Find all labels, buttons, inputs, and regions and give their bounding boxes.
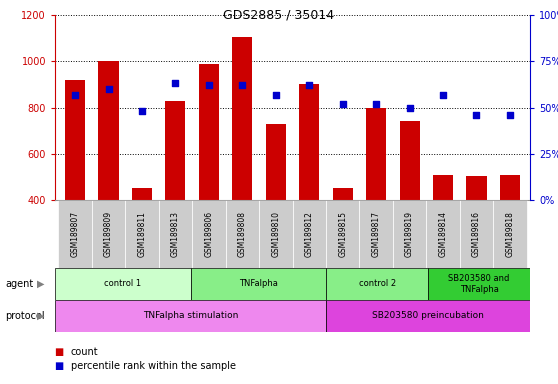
Bar xyxy=(199,64,219,200)
Bar xyxy=(359,200,393,268)
Text: GDS2885 / 35014: GDS2885 / 35014 xyxy=(223,8,335,21)
Text: GSM189814: GSM189814 xyxy=(439,211,448,257)
Text: GSM189809: GSM189809 xyxy=(104,211,113,257)
Text: count: count xyxy=(71,347,98,357)
Bar xyxy=(92,200,125,268)
Point xyxy=(171,80,180,86)
Bar xyxy=(55,268,191,300)
Text: TNFalpha stimulation: TNFalpha stimulation xyxy=(143,311,238,321)
Text: ▶: ▶ xyxy=(37,311,45,321)
Text: GSM189815: GSM189815 xyxy=(338,211,347,257)
Text: control 2: control 2 xyxy=(359,280,396,288)
Text: GSM189813: GSM189813 xyxy=(171,211,180,257)
Text: GSM189818: GSM189818 xyxy=(506,211,514,257)
Text: ▶: ▶ xyxy=(37,279,45,289)
Text: ■: ■ xyxy=(55,347,68,357)
Bar xyxy=(191,268,326,300)
Bar xyxy=(59,200,92,268)
Bar xyxy=(65,80,85,200)
Bar xyxy=(500,175,520,200)
Bar xyxy=(400,121,420,200)
Point xyxy=(71,91,80,98)
Text: GSM189808: GSM189808 xyxy=(238,211,247,257)
Bar xyxy=(393,200,426,268)
Bar xyxy=(55,300,326,332)
Bar xyxy=(266,124,286,200)
Point xyxy=(305,82,314,88)
Point xyxy=(137,108,146,114)
Text: percentile rank within the sample: percentile rank within the sample xyxy=(71,361,235,371)
Text: GSM189810: GSM189810 xyxy=(271,211,280,257)
Bar xyxy=(493,200,527,268)
Text: SB203580 preincubation: SB203580 preincubation xyxy=(372,311,484,321)
Text: SB203580 and
TNFalpha: SB203580 and TNFalpha xyxy=(449,274,510,294)
Text: protocol: protocol xyxy=(6,311,45,321)
Bar xyxy=(366,108,386,200)
Text: agent: agent xyxy=(6,279,34,289)
Point xyxy=(204,82,213,88)
Text: ■: ■ xyxy=(55,361,68,371)
Point xyxy=(104,86,113,92)
Bar xyxy=(428,268,530,300)
Bar xyxy=(433,175,453,200)
Point xyxy=(338,101,347,107)
Point xyxy=(405,104,414,111)
Point xyxy=(472,112,481,118)
Bar xyxy=(326,268,428,300)
Bar xyxy=(232,37,252,200)
Text: TNFalpha: TNFalpha xyxy=(239,280,278,288)
Bar xyxy=(426,200,460,268)
Text: GSM189817: GSM189817 xyxy=(372,211,381,257)
Text: GSM189816: GSM189816 xyxy=(472,211,481,257)
Text: control 1: control 1 xyxy=(104,280,141,288)
Text: GSM189811: GSM189811 xyxy=(137,211,146,257)
Text: GSM189807: GSM189807 xyxy=(70,211,80,257)
Bar xyxy=(466,176,487,200)
Bar xyxy=(299,84,319,200)
Bar xyxy=(132,189,152,200)
Bar xyxy=(192,200,225,268)
Bar xyxy=(333,189,353,200)
Text: GSM189812: GSM189812 xyxy=(305,211,314,257)
Point xyxy=(506,112,514,118)
Bar xyxy=(225,200,259,268)
Bar xyxy=(165,101,185,200)
Point xyxy=(271,91,280,98)
Text: GSM189806: GSM189806 xyxy=(204,211,213,257)
Bar xyxy=(326,300,530,332)
Bar xyxy=(259,200,292,268)
Bar xyxy=(98,61,118,200)
Bar xyxy=(158,200,192,268)
Point xyxy=(372,101,381,107)
Bar xyxy=(125,200,158,268)
Point xyxy=(439,91,448,98)
Point xyxy=(238,82,247,88)
Bar xyxy=(460,200,493,268)
Text: GSM189819: GSM189819 xyxy=(405,211,414,257)
Bar xyxy=(326,200,359,268)
Bar xyxy=(292,200,326,268)
